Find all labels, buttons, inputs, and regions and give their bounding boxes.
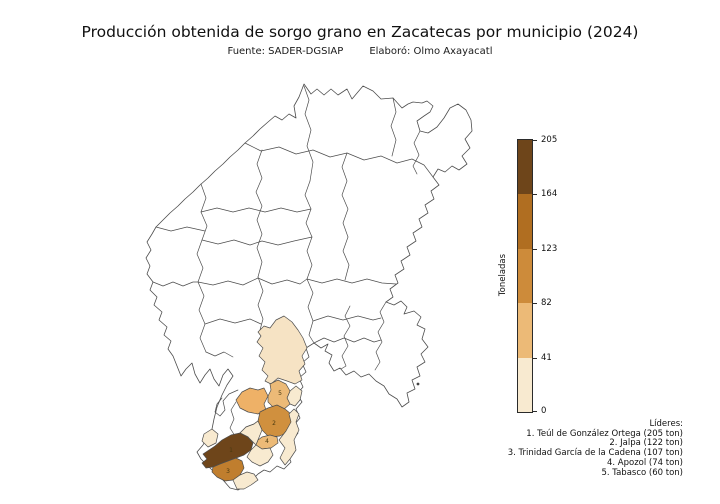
colorbar-tick-label: 205 [541, 135, 558, 145]
leader-item: 1. Teúl de González Ortega (205 ton) [526, 428, 683, 439]
leaders-heading: Líderes: [649, 419, 683, 429]
municipality-shape-adjacent-light [235, 387, 269, 415]
page-subtitle: Fuente: SADER-DGSIAP Elaboró: Olmo Axayac… [0, 46, 720, 57]
state-outline [145, 83, 473, 491]
colorbar-gradient [517, 139, 533, 413]
page-title: Producción obtenida de sorgo grano en Za… [81, 23, 639, 41]
subtitle-author: Elaboró: Olmo Axayacatl [369, 46, 493, 57]
colorbar-axis-label: Toneladas [498, 253, 508, 297]
colorbar-tick [533, 411, 537, 412]
leader-item: 3. Trinidad García de la Cadena (107 ton… [507, 448, 683, 459]
rank-label-2: 2 [272, 420, 276, 427]
colorbar-segment [518, 248, 532, 304]
leader-item: 2. Jalpa (122 ton) [609, 438, 683, 449]
municipality-shape-pale-bottom [232, 471, 259, 490]
colorbar-tick [533, 249, 537, 250]
leaders-list: Líderes: 1. Teúl de González Ortega (205… [507, 419, 684, 478]
colorbar-segment [518, 303, 532, 358]
colorbar-tick-label: 82 [541, 298, 552, 308]
colorbar-tick [533, 140, 537, 141]
municipality-shape-pale-ne [286, 385, 303, 407]
municipality-shape-pale-sw [201, 428, 219, 448]
colorbar-tick [533, 303, 537, 304]
colorbar-segment [518, 194, 532, 249]
colorbar-tick [533, 358, 537, 359]
colorbar-tick [533, 194, 537, 195]
municipality-shape-pale-strip [278, 408, 300, 466]
rank-label-1: 1 [229, 447, 233, 454]
municipality-shape-tabasco [267, 379, 291, 411]
colorbar-tick-label: 164 [541, 189, 558, 199]
colorbar-tick-label: 41 [541, 353, 552, 363]
colored-municipalities [201, 315, 308, 490]
subtitle-source: Fuente: SADER-DGSIAP [227, 46, 344, 57]
municipality-shape-pale-se [246, 444, 274, 467]
colorbar-tick-label: 123 [541, 244, 558, 254]
small-map-dot [416, 382, 420, 386]
leader-item: 4. Apozol (74 ton) [606, 457, 683, 468]
municipal-borders [152, 85, 434, 437]
rank-label-4: 4 [265, 438, 269, 445]
leader-item: 5. Tabasco (60 ton) [601, 467, 684, 478]
colorbar-segment [518, 140, 532, 195]
rank-label-3: 3 [226, 468, 230, 475]
rank-labels: 1 2 3 4 5 [226, 390, 282, 475]
colorbar-tick-label: 0 [541, 406, 547, 416]
colorbar: 205 164 123 82 41 0 [517, 135, 597, 416]
colorbar-segment [518, 357, 532, 413]
municipality-shape-large-pale [256, 315, 308, 385]
rank-label-5: 5 [278, 390, 282, 397]
municipality-shape-trinidad [211, 457, 245, 482]
